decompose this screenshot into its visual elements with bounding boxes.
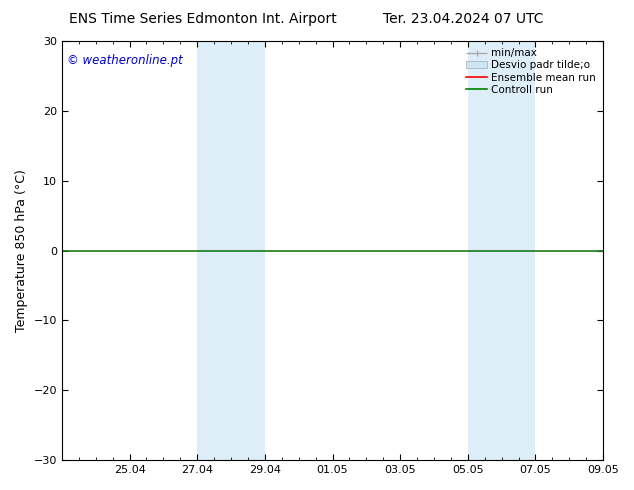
Text: ENS Time Series Edmonton Int. Airport: ENS Time Series Edmonton Int. Airport — [69, 12, 337, 26]
Text: Ter. 23.04.2024 07 UTC: Ter. 23.04.2024 07 UTC — [382, 12, 543, 26]
Text: © weatheronline.pt: © weatheronline.pt — [67, 53, 183, 67]
Legend: min/max, Desvio padr tilde;o, Ensemble mean run, Controll run: min/max, Desvio padr tilde;o, Ensemble m… — [462, 44, 600, 99]
Y-axis label: Temperature 850 hPa (°C): Temperature 850 hPa (°C) — [15, 169, 28, 332]
Bar — [468, 41, 536, 460]
Bar — [197, 41, 265, 460]
